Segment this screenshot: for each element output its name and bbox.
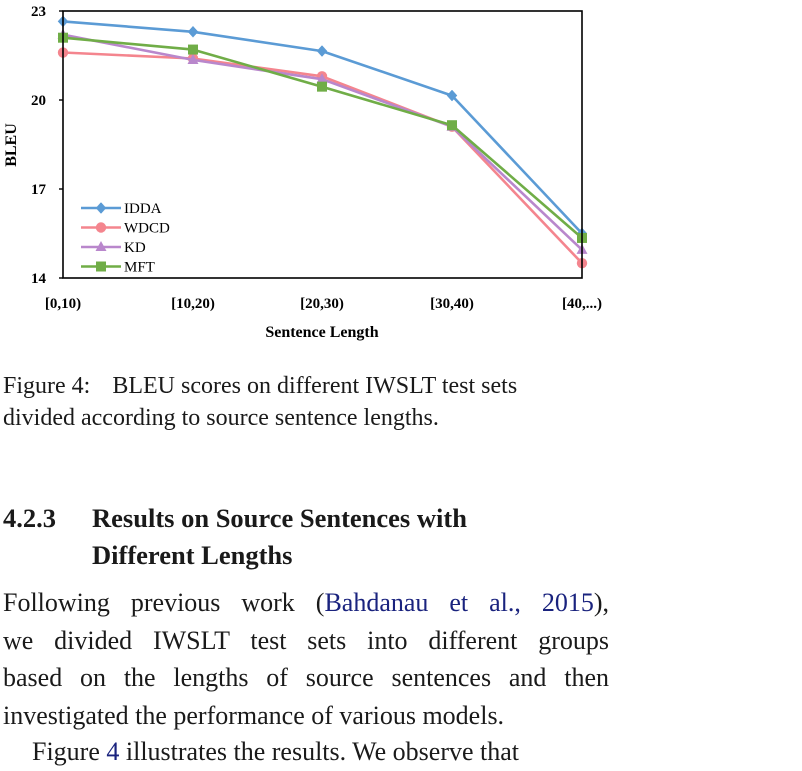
paragraph-line-4: investigated the performance of various … — [3, 700, 505, 730]
legend-entry-wdcd: WDCD — [81, 221, 170, 237]
plot-frame — [62, 10, 583, 279]
legend-label: IDDA — [124, 201, 162, 217]
figure-label: Figure 4: — [3, 373, 91, 399]
citation-link[interactable]: Bahdanau et al., 2015 — [324, 588, 593, 617]
x-axis-title: Sentence Length — [265, 324, 378, 341]
y-tick-label: 23 — [31, 4, 46, 20]
x-tick-label: [40,...) — [562, 296, 602, 312]
data-point-kd — [187, 53, 199, 64]
citation-year[interactable]: 2015 — [541, 588, 594, 617]
section-title-line-2: Different Lengths — [92, 540, 293, 570]
x-tick-label: [0,10) — [45, 296, 81, 312]
legend-marker — [95, 202, 107, 214]
data-point-idda — [446, 89, 458, 102]
legend-marker — [96, 261, 106, 272]
data-point-mft — [317, 81, 327, 92]
paragraph-text: illustrates the results. We observe that — [119, 737, 520, 766]
figure-reference-link[interactable]: 4 — [106, 737, 120, 766]
paragraph-line-2: we divided IWSLT test sets into differen… — [3, 625, 609, 655]
y-tick-label: 17 — [31, 182, 47, 198]
citation-author[interactable]: Bahdanau et al. — [324, 588, 515, 617]
series-line-kd — [62, 33, 583, 251]
paragraph-text: ), — [593, 588, 609, 617]
y-tick-label: 14 — [31, 271, 47, 287]
paragraph-text: Following previous work ( — [3, 588, 325, 617]
figure-caption: Figure 4: BLEU scores on different IWSLT … — [3, 370, 609, 434]
bleu-line-chart: 14 17 20 23 [0,10) [10,20) [20,30) [30,40) [40,.… — [3, 4, 602, 341]
legend-marker — [95, 222, 107, 233]
data-point-idda — [316, 45, 328, 57]
paragraph-line-1: Following previous work (Bahdanau et al.… — [3, 584, 609, 622]
legend-marker — [95, 241, 107, 251]
data-point-mft — [188, 44, 198, 55]
paragraph-text: Figure — [32, 737, 107, 766]
body-paragraph-2: Figure 4 illustrates the results. We obs… — [32, 733, 519, 771]
x-tick-label: [30,40) — [430, 296, 474, 312]
legend-entry-mft: MFT — [81, 260, 155, 276]
section-title-line-1: Results on Source Sentences with — [92, 503, 467, 533]
x-tick-label: [10,20) — [171, 296, 215, 312]
citation-separator: , — [514, 588, 542, 617]
body-paragraph: Following previous work (Bahdanau et al.… — [3, 584, 609, 734]
data-point-idda — [187, 25, 199, 38]
caption-line-1: BLEU scores on different IWSLT test sets — [112, 373, 518, 399]
data-point-mft — [447, 120, 457, 131]
section-number: 4.2.3 — [3, 503, 56, 533]
legend-label: MFT — [124, 260, 155, 276]
legend-label: WDCD — [124, 221, 170, 237]
data-point-kd — [316, 73, 328, 84]
caption-line-2: divided according to source sentence len… — [3, 405, 439, 431]
y-axis-title: BLEU — [3, 123, 20, 167]
legend-entry-kd: KD — [81, 240, 146, 256]
legend-label: KD — [124, 240, 146, 256]
x-tick-label: [20,30) — [300, 296, 344, 312]
paragraph-line-3: based on the lengths of source sentences… — [3, 663, 609, 692]
legend-entry-idda: IDDA — [81, 201, 162, 217]
y-tick-label: 20 — [31, 93, 46, 109]
